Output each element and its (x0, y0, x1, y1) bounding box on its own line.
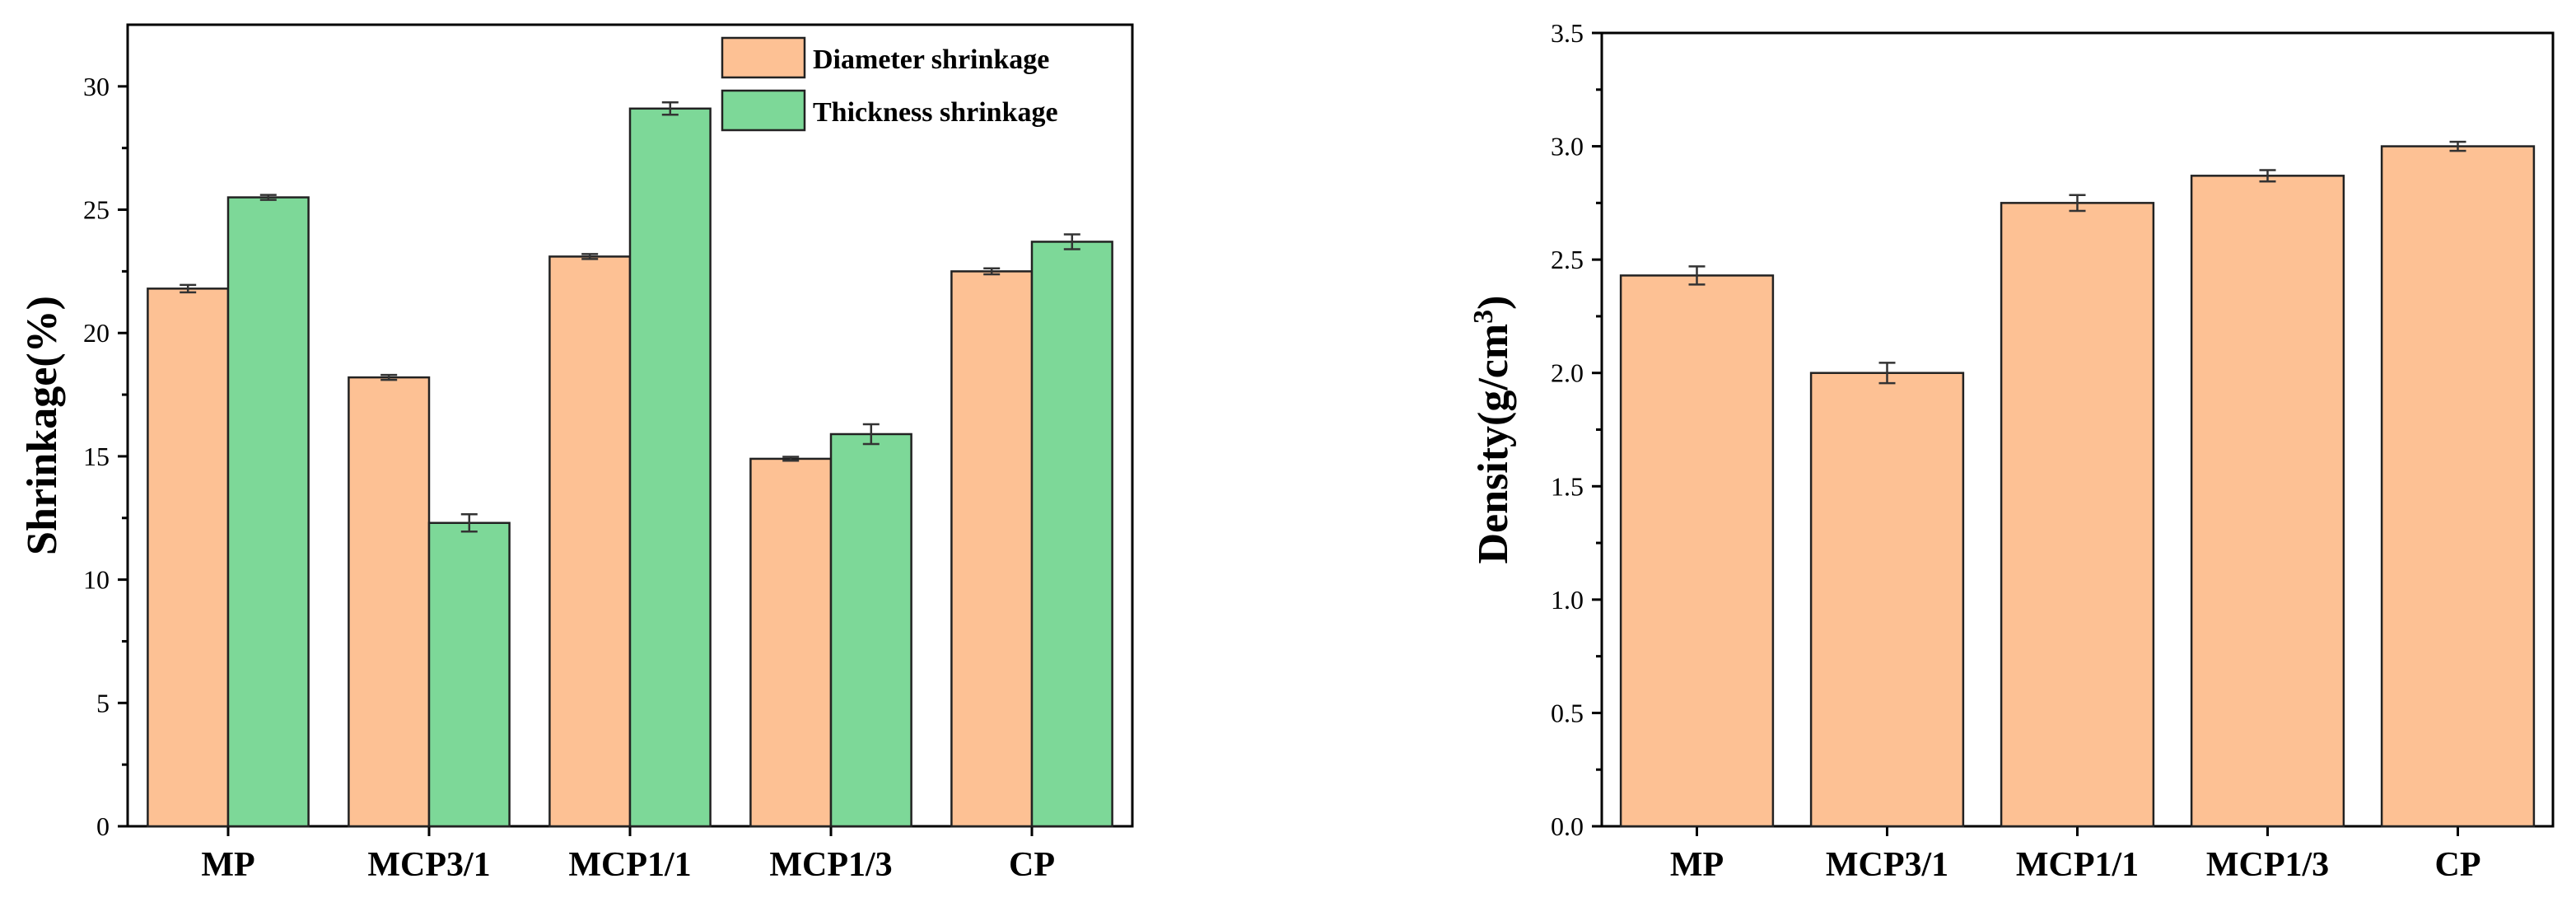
bar (2380, 145, 2536, 828)
bar (2190, 175, 2345, 828)
x-tick-label: MCP1/1 (2016, 846, 2139, 884)
x-tick-label: MP (1670, 846, 1724, 884)
bar (226, 196, 310, 828)
y-tick-label: 0 (96, 811, 110, 841)
legend-label: Thickness shrinkage (813, 97, 1058, 128)
legend-swatch (721, 36, 806, 79)
bar (1030, 241, 1113, 828)
y-tick-label: 10 (83, 565, 110, 595)
y-axis-label: Density(g/cm3) (1468, 295, 1518, 563)
x-tick-label: MCP3/1 (1826, 846, 1948, 884)
legend-swatch (721, 89, 806, 132)
bar (950, 270, 1034, 828)
bar (1809, 372, 1965, 828)
y-tick-label: 0.0 (1551, 811, 1584, 841)
y-tick-label: 0.5 (1551, 698, 1584, 727)
y-tick-label: 15 (83, 442, 110, 471)
legend-label: Diameter shrinkage (813, 44, 1049, 75)
bar (348, 376, 431, 828)
y-tick-label: 3.0 (1551, 132, 1584, 161)
y-tick-label: 1.5 (1551, 471, 1584, 501)
bar (427, 521, 511, 828)
bar (1619, 274, 1775, 828)
y-tick-label: 2.0 (1551, 358, 1584, 388)
shrinkage-chart: 0 5 10 15 20 25 30 Shrinkage(%) MP MCP3/1 MCP1/1 MC… (19, 23, 1134, 884)
x-tick-label: CP (1009, 846, 1055, 884)
x-tick-label: MCP1/1 (568, 846, 691, 884)
x-tick-label: MP (201, 846, 254, 884)
y-tick-label: 25 (83, 195, 110, 225)
x-tick-label: MCP1/3 (2206, 846, 2329, 884)
bar (628, 107, 712, 828)
x-tick-label: MCP1/3 (769, 846, 892, 884)
x-tick-label: MCP3/1 (367, 846, 490, 884)
bar (147, 288, 230, 828)
y-axis-label: Shrinkage(%) (19, 296, 66, 555)
bar (829, 432, 912, 828)
y-tick-label: 1.0 (1551, 585, 1584, 615)
bar (548, 255, 632, 828)
density-chart: 0.0 0.5 1.0 1.5 2.0 2.5 3.0 3.5 Density(g/cm3) MP… (1468, 18, 2555, 884)
y-tick-label: 30 (83, 72, 110, 101)
y-tick-label: 20 (83, 318, 110, 348)
bar (749, 457, 833, 828)
y-tick-label: 2.5 (1551, 245, 1584, 274)
legend: Diameter shrinkage Thickness shrinkage (721, 36, 1058, 132)
bar (2000, 202, 2155, 828)
y-tick-label: 3.5 (1551, 18, 1584, 48)
y-tick-label: 5 (96, 688, 110, 718)
x-tick-label: CP (2435, 846, 2481, 884)
